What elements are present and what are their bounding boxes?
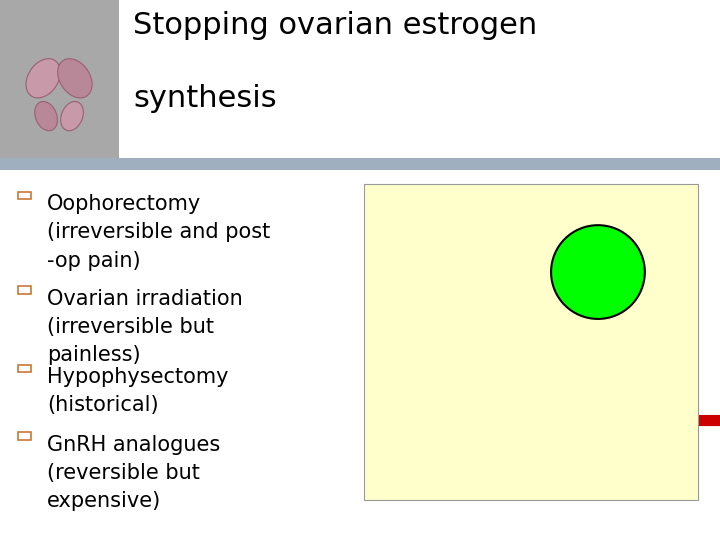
Text: -op pain): -op pain) xyxy=(47,251,140,271)
Text: (irreversible but: (irreversible but xyxy=(47,317,214,337)
Text: (reversible but: (reversible but xyxy=(47,463,199,483)
Text: FSH: FSH xyxy=(655,374,692,391)
Text: GnRH analogues: GnRH analogues xyxy=(47,435,220,455)
Bar xyxy=(18,365,31,372)
Ellipse shape xyxy=(551,225,645,319)
Text: Oophorectomy: Oophorectomy xyxy=(47,194,201,214)
Bar xyxy=(18,286,31,294)
Bar xyxy=(0,158,720,170)
Bar xyxy=(18,192,31,199)
Text: (irreversible and post: (irreversible and post xyxy=(47,222,270,242)
Bar xyxy=(0,0,119,170)
Ellipse shape xyxy=(58,59,92,98)
Text: -vc: -vc xyxy=(420,323,445,341)
Ellipse shape xyxy=(60,102,84,131)
Text: expensive): expensive) xyxy=(47,491,161,511)
Text: Ovarian irradiation: Ovarian irradiation xyxy=(47,289,243,309)
Bar xyxy=(18,432,31,440)
Text: Stopping ovarian estrogen: Stopping ovarian estrogen xyxy=(133,11,537,40)
Ellipse shape xyxy=(26,59,60,98)
Bar xyxy=(364,184,698,500)
Text: (historical): (historical) xyxy=(47,395,158,415)
Text: Estrogen: Estrogen xyxy=(387,427,471,446)
Text: painless): painless) xyxy=(47,345,140,365)
Ellipse shape xyxy=(35,102,58,131)
Text: synthesis: synthesis xyxy=(133,84,276,113)
Text: Hypophysectomy: Hypophysectomy xyxy=(47,367,228,387)
